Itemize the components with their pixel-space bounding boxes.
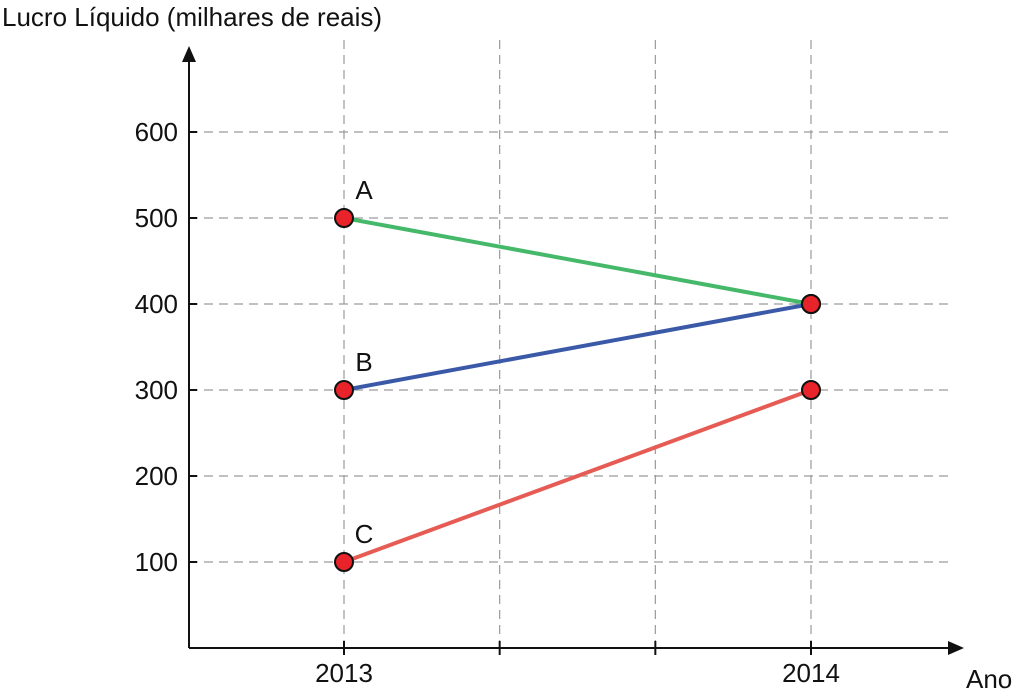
x-tick-labels: 2013 2014: [315, 658, 840, 688]
data-point-c-2014: [801, 380, 821, 400]
point-labels: A B C: [355, 175, 374, 549]
series-label-b: B: [355, 347, 372, 377]
data-points: [334, 208, 821, 572]
x-tick-label-2013: 2013: [315, 658, 373, 688]
y-tick-label-300: 300: [135, 375, 178, 405]
data-point-a-2013: [334, 208, 354, 228]
series-line-a: [343, 216, 812, 306]
x-tick-label-2014: 2014: [782, 658, 840, 688]
y-axis-title: Lucro Líquido (milhares de reais): [2, 2, 382, 32]
y-tick-labels: 100 200 300 400 500 600: [135, 117, 178, 577]
grid-lines: [189, 40, 952, 655]
series-lines: [343, 216, 812, 564]
series-line-c: [343, 388, 812, 564]
x-axis-title: Ano: [966, 664, 1012, 694]
y-tick-label-200: 200: [135, 461, 178, 491]
data-point-b-2014: [801, 294, 821, 314]
y-axis-arrow: [182, 46, 196, 62]
x-axis-arrow: [948, 641, 964, 655]
axes: [182, 46, 964, 655]
data-point-c-2013: [334, 552, 354, 572]
y-tick-label-600: 600: [135, 117, 178, 147]
y-tick-label-400: 400: [135, 289, 178, 319]
series-label-a: A: [355, 175, 373, 205]
series-line-b: [343, 302, 812, 392]
y-tick-label-500: 500: [135, 203, 178, 233]
y-tick-label-100: 100: [135, 547, 178, 577]
data-point-b-2013: [334, 380, 354, 400]
series-label-c: C: [355, 519, 374, 549]
